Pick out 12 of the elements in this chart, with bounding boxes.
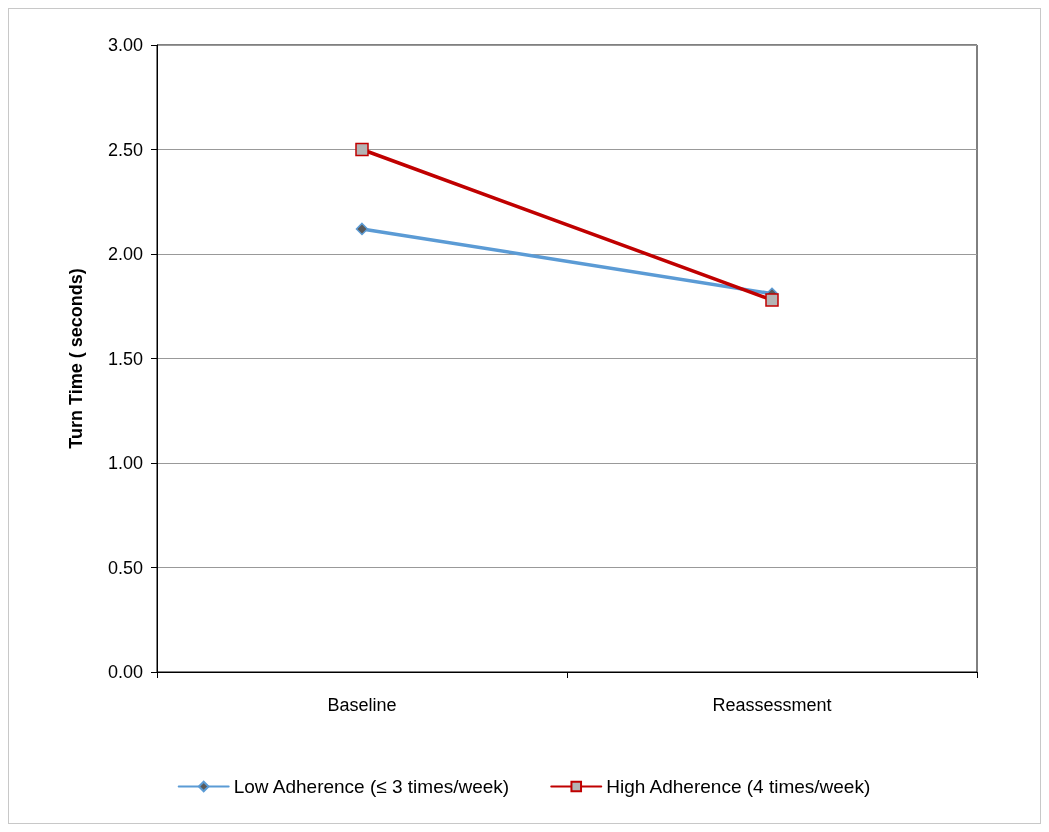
- legend-label: Low Adherence (≤ 3 times/week): [233, 776, 510, 797]
- x-tick-label: Baseline: [327, 695, 397, 715]
- y-tick-label: 1.50: [107, 348, 143, 369]
- x-tick-label: Reassessment: [712, 695, 832, 715]
- y-tick-label: 1.00: [107, 453, 143, 473]
- y-tick-label: 2.00: [107, 244, 143, 264]
- legend-label: High Adherence (4 times/week): [606, 776, 871, 797]
- y-axis-title: Turn Time ( seconds): [66, 268, 86, 449]
- y-tick-label: 0.50: [107, 557, 143, 578]
- y-tick-label: 3.00: [107, 35, 143, 55]
- y-tick-label: 0.00: [107, 662, 143, 682]
- y-tick-label: 2.50: [107, 139, 143, 160]
